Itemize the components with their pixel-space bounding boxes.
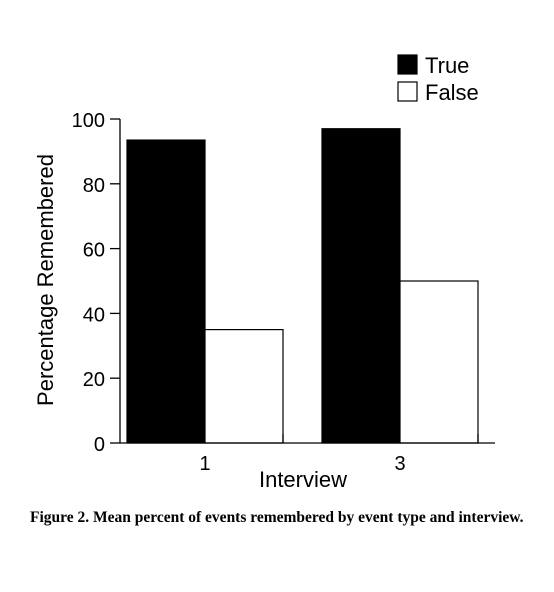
legend-swatch-false (397, 81, 418, 102)
bar-true-interview-3 (321, 128, 401, 444)
x-tick-label: 1 (199, 453, 210, 475)
legend-swatch-true (397, 54, 418, 75)
y-tick-label: 100 (72, 110, 105, 132)
x-tick-label: 3 (394, 453, 405, 475)
axes-group: 0 20 40 60 80 100 1 3 (72, 110, 495, 475)
bars-group (126, 128, 479, 444)
y-tick-label: 0 (94, 434, 105, 456)
y-tick-label: 40 (83, 304, 105, 326)
legend-label-true: True (425, 53, 469, 78)
bar-false-interview-1 (204, 329, 284, 444)
y-tick-label: 20 (83, 369, 105, 391)
x-axis-label: Interview (259, 467, 347, 492)
y-axis-label: Percentage Remembered (33, 154, 58, 406)
y-tick-label: 80 (83, 175, 105, 197)
figure-caption: Figure 2. Mean percent of events remembe… (30, 509, 524, 526)
y-tick-label: 60 (83, 240, 105, 262)
bar-false-interview-3 (399, 280, 479, 444)
bar-true-interview-1 (126, 139, 206, 444)
legend-label-false: False (425, 80, 479, 105)
